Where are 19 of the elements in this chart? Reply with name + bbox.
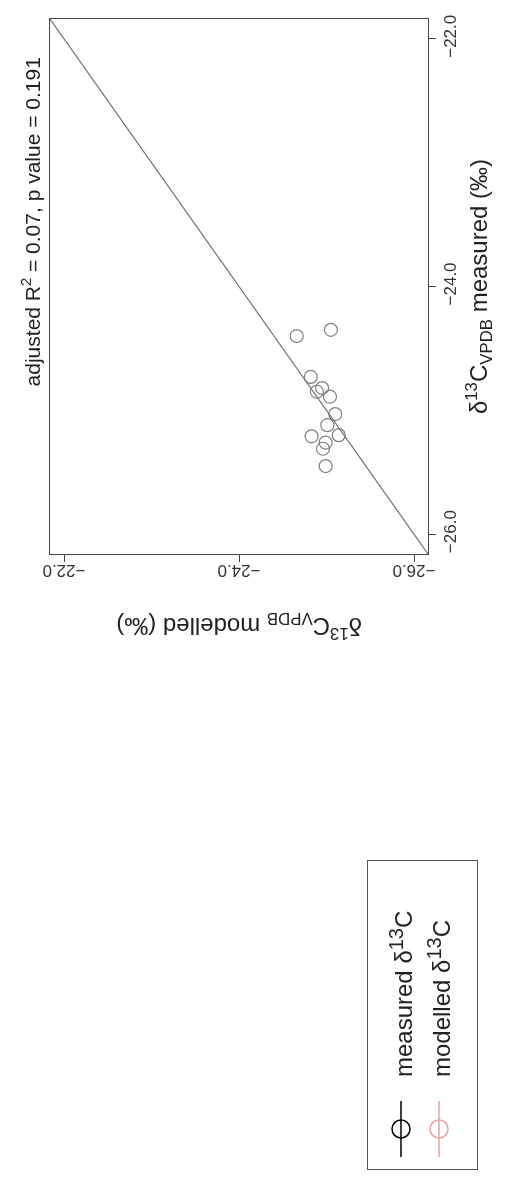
point <box>318 458 333 474</box>
point <box>309 384 324 399</box>
point <box>331 428 346 443</box>
point <box>304 429 319 444</box>
point <box>315 441 331 456</box>
point <box>320 418 335 433</box>
point <box>322 389 338 404</box>
x-tick-label: −22.0 <box>42 561 86 581</box>
x-tick-label: −26.0 <box>392 561 436 581</box>
point <box>323 322 338 337</box>
point <box>303 369 318 384</box>
y-tick-label: −26.0 <box>441 510 461 554</box>
point <box>289 328 304 344</box>
y-tick-label: −24.0 <box>441 262 461 306</box>
point <box>318 435 333 450</box>
point <box>315 380 330 396</box>
x-tick-label: −24.0 <box>217 561 261 581</box>
y-tick-label: −22.0 <box>441 14 461 58</box>
point <box>328 406 343 422</box>
